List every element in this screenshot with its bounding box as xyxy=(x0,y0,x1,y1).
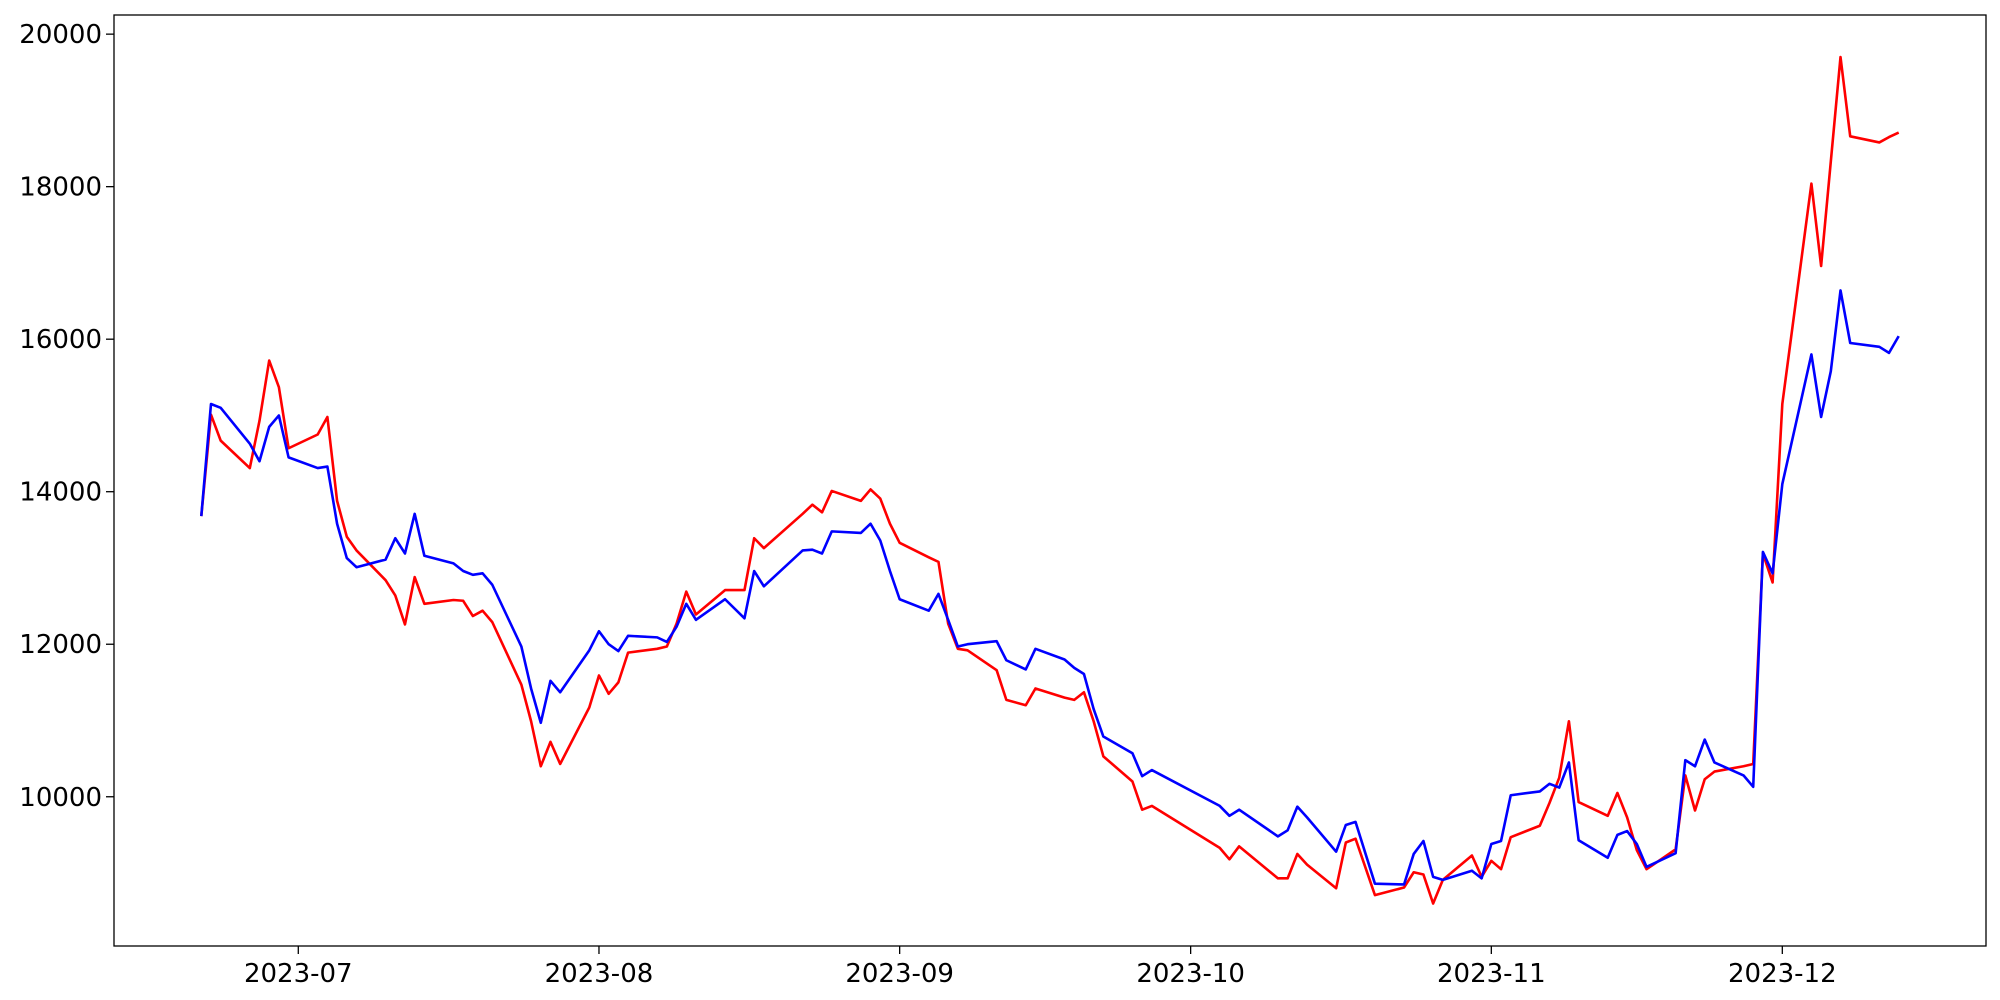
x-tick-label: 2023-11 xyxy=(1437,959,1546,989)
y-tick-label: 20000 xyxy=(19,20,102,50)
x-tick-label: 2023-12 xyxy=(1728,959,1837,989)
x-tick-label: 2023-09 xyxy=(845,959,954,989)
y-tick-label: 14000 xyxy=(19,478,102,508)
x-tick-label: 2023-08 xyxy=(545,959,654,989)
y-tick-label: 12000 xyxy=(19,630,102,660)
y-tick-label: 18000 xyxy=(19,173,102,203)
y-tick-label: 16000 xyxy=(19,325,102,355)
y-tick-label: 10000 xyxy=(19,783,102,813)
plot-frame xyxy=(113,14,1987,947)
series-line xyxy=(200,289,1900,886)
x-tick-label: 2023-07 xyxy=(244,959,353,989)
series-line xyxy=(200,55,1900,905)
x-tick-label: 2023-10 xyxy=(1136,959,1245,989)
